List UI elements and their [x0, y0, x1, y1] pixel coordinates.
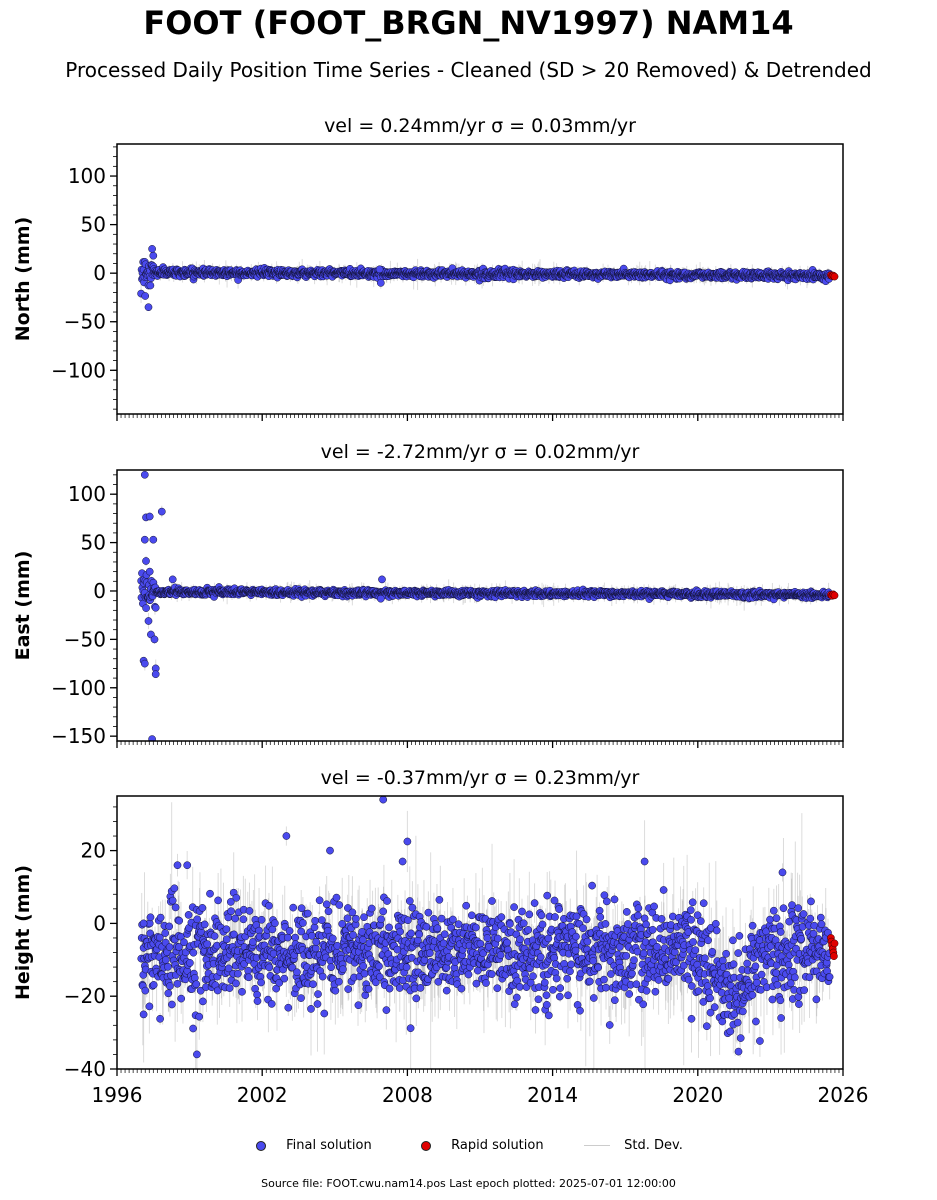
final-solution-point — [148, 245, 156, 253]
final-solution-point — [141, 292, 150, 300]
final-solution-point — [149, 251, 158, 260]
final-solution-point — [376, 279, 385, 287]
stddev-bars-east — [141, 505, 831, 741]
y-tick-label: −50 — [64, 310, 106, 334]
final-points-north — [137, 245, 834, 312]
plot-area-north — [137, 245, 839, 312]
y-tick-label: 100 — [68, 164, 106, 188]
plot-area-east — [137, 470, 839, 741]
y-tick-label: 0 — [93, 261, 106, 285]
chart-title: FOOT (FOOT_BRGN_NV1997) NAM14 — [143, 4, 794, 42]
final-solution-point — [151, 603, 160, 612]
y-tick-label: −100 — [51, 358, 106, 382]
y-axis-label-north: North (mm) — [12, 217, 34, 342]
final-solution-point — [144, 303, 153, 312]
final-solution-point — [375, 265, 384, 274]
rapid-solution-point — [830, 272, 839, 281]
final-solution-point — [142, 604, 150, 612]
y-axis-label-east: East (mm) — [12, 551, 34, 661]
panel-title-north: vel = 0.24mm/yr σ = 0.03mm/yr — [324, 115, 636, 137]
panel-title-east: vel = -2.72mm/yr σ = 0.02mm/yr — [321, 441, 640, 463]
final-solution-point — [146, 281, 155, 290]
final-points-east — [137, 470, 834, 741]
y-tick-label: 50 — [81, 213, 106, 237]
chart-subtitle: Processed Daily Position Time Series - C… — [65, 58, 872, 82]
